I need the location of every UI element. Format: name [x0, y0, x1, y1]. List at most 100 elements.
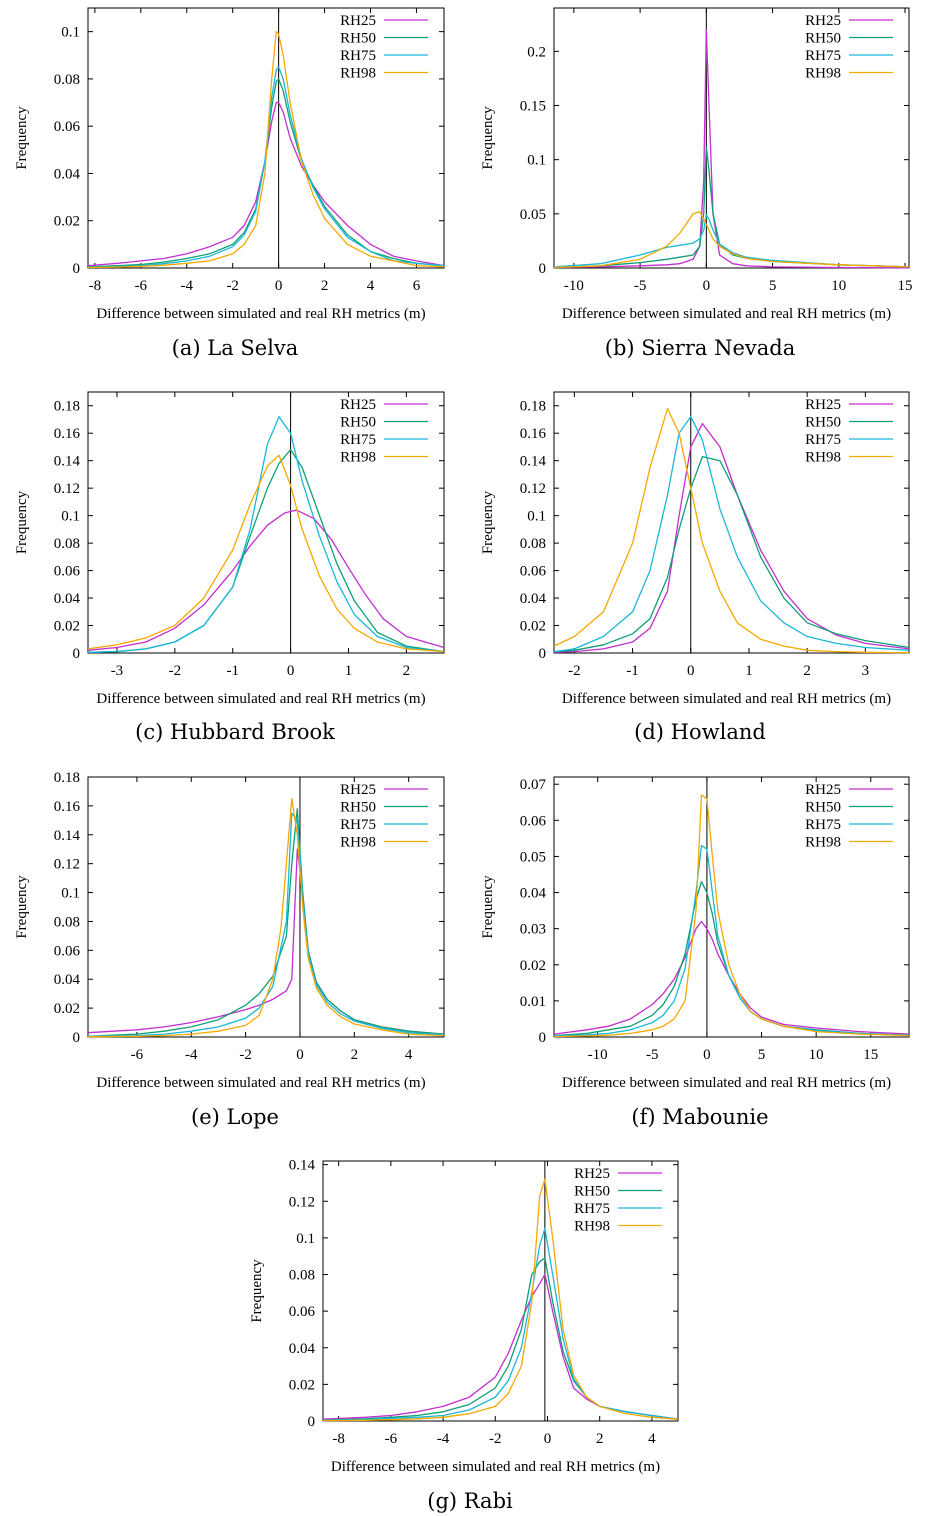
- y-tick-label: 0.14: [54, 828, 81, 844]
- y-tick-label: 0.08: [289, 1268, 315, 1284]
- x-tick-label: -10: [564, 278, 584, 294]
- y-tick-label: 0.01: [520, 994, 546, 1010]
- x-tick-label: -5: [634, 278, 647, 294]
- x-tick-label: 6: [413, 278, 421, 294]
- x-tick-label: 15: [898, 278, 913, 294]
- plot-frame: [322, 1160, 679, 1422]
- y-tick-label: 0.02: [520, 958, 546, 974]
- x-tick-label: -2: [489, 1431, 502, 1447]
- legend-label: RH98: [340, 450, 376, 466]
- x-tick-label: 0: [544, 1431, 552, 1447]
- x-tick-label: -4: [437, 1431, 450, 1447]
- legend-label: RH98: [805, 835, 841, 851]
- x-tick-label: 0: [296, 1047, 304, 1063]
- y-tick-label: 0: [539, 1030, 547, 1046]
- panel-caption: (c) Hubbard Brook: [135, 720, 335, 744]
- x-tick-label: -1: [226, 663, 239, 679]
- y-tick-label: 0.02: [520, 619, 546, 635]
- legend-label: RH75: [340, 817, 376, 833]
- x-tick-label: 2: [351, 1047, 359, 1063]
- y-tick-label: 0: [539, 261, 547, 277]
- panel-4: 0 0.02 0.04 0.06 0.08 0.1 0.12 0.14 0.16 0.18 -6 -4…: [14, 770, 445, 1129]
- series-line-rh50: [553, 455, 910, 653]
- y-tick-label: 0.05: [520, 849, 546, 865]
- series-line-rh50: [87, 449, 445, 653]
- y-tick-label: 0.04: [520, 591, 547, 607]
- series-line-rh25: [87, 101, 445, 267]
- y-axis-label: Frequency: [14, 875, 30, 939]
- series-line-rh50: [553, 881, 910, 1037]
- legend-label: RH25: [805, 397, 841, 413]
- legend-label: RH98: [574, 1219, 610, 1235]
- legend-label: RH75: [340, 48, 376, 64]
- y-tick-label: 0.08: [54, 72, 80, 88]
- x-tick-label: 10: [809, 1047, 824, 1063]
- y-tick-label: 0.12: [289, 1194, 315, 1210]
- y-tick-label: 0.1: [296, 1231, 315, 1247]
- y-tick-label: 0.02: [54, 214, 80, 230]
- y-tick-label: 0.08: [520, 536, 546, 552]
- x-axis-label: Difference between simulated and real RH…: [96, 691, 425, 707]
- legend-label: RH98: [340, 66, 376, 82]
- series-line-rh98: [87, 798, 445, 1038]
- series-line-rh75: [553, 214, 910, 268]
- legend-label: RH75: [805, 432, 841, 448]
- x-tick-label: 2: [596, 1431, 604, 1447]
- x-tick-label: 0: [703, 1047, 711, 1063]
- y-tick-label: 0.04: [520, 886, 547, 902]
- panel-3: 0 0.02 0.04 0.06 0.08 0.1 0.12 0.14 0.16 0.18 -2 -1…: [480, 391, 910, 744]
- x-tick-label: 1: [745, 663, 753, 679]
- plot-frame: [87, 391, 445, 654]
- x-tick-label: -2: [568, 663, 581, 679]
- x-tick-label: 0: [275, 278, 283, 294]
- series-line-rh75: [322, 1228, 679, 1422]
- series-line-rh98: [553, 407, 910, 654]
- series-line-rh25: [87, 848, 445, 1035]
- x-tick-label: 2: [403, 663, 411, 679]
- panel-caption: (e) Lope: [191, 1105, 279, 1129]
- y-tick-label: 0: [73, 261, 81, 277]
- y-tick-label: 0.06: [54, 943, 81, 959]
- x-tick-label: -1: [626, 663, 639, 679]
- y-tick-label: 0.04: [54, 591, 81, 607]
- y-axis-label: Frequency: [480, 875, 496, 939]
- y-tick-label: 0.04: [289, 1341, 316, 1357]
- x-tick-label: -6: [385, 1431, 398, 1447]
- y-tick-label: 0.07: [520, 777, 547, 793]
- y-tick-label: 0.06: [54, 564, 81, 580]
- y-tick-label: 0.1: [61, 886, 80, 902]
- x-tick-label: -6: [131, 1047, 144, 1063]
- x-axis-label: Difference between simulated and real RH…: [562, 1075, 891, 1091]
- y-tick-label: 0.15: [520, 99, 546, 115]
- x-tick-label: 4: [405, 1047, 413, 1063]
- x-tick-label: -8: [332, 1431, 345, 1447]
- legend-label: RH98: [805, 450, 841, 466]
- y-tick-label: 0.18: [520, 399, 546, 415]
- y-tick-label: 0.16: [54, 799, 81, 815]
- legend-label: RH25: [340, 13, 376, 29]
- series-line-rh75: [87, 416, 445, 653]
- y-tick-label: 0.06: [520, 564, 547, 580]
- y-tick-label: 0.05: [520, 207, 546, 223]
- x-axis-label: Difference between simulated and real RH…: [562, 306, 891, 322]
- y-tick-label: 0.06: [520, 813, 547, 829]
- x-tick-label: -2: [169, 663, 182, 679]
- panel-caption: (b) Sierra Nevada: [605, 336, 795, 360]
- y-tick-label: 0.06: [289, 1304, 316, 1320]
- x-tick-label: 15: [863, 1047, 878, 1063]
- x-tick-label: 4: [367, 278, 375, 294]
- legend-label: RH25: [340, 397, 376, 413]
- legend-label: RH50: [805, 800, 841, 816]
- y-axis-label: Frequency: [14, 106, 30, 170]
- y-tick-label: 0.08: [54, 914, 80, 930]
- y-tick-label: 0.02: [289, 1377, 315, 1393]
- x-tick-label: 1: [345, 663, 353, 679]
- x-tick-label: 2: [321, 278, 329, 294]
- y-tick-label: 0.03: [520, 922, 546, 938]
- legend-label: RH50: [340, 800, 376, 816]
- series-line-rh50: [87, 78, 445, 268]
- legend-label: RH98: [805, 66, 841, 82]
- plot-frame: [553, 776, 910, 1038]
- x-tick-label: -4: [185, 1047, 198, 1063]
- plot-frame: [87, 776, 445, 1038]
